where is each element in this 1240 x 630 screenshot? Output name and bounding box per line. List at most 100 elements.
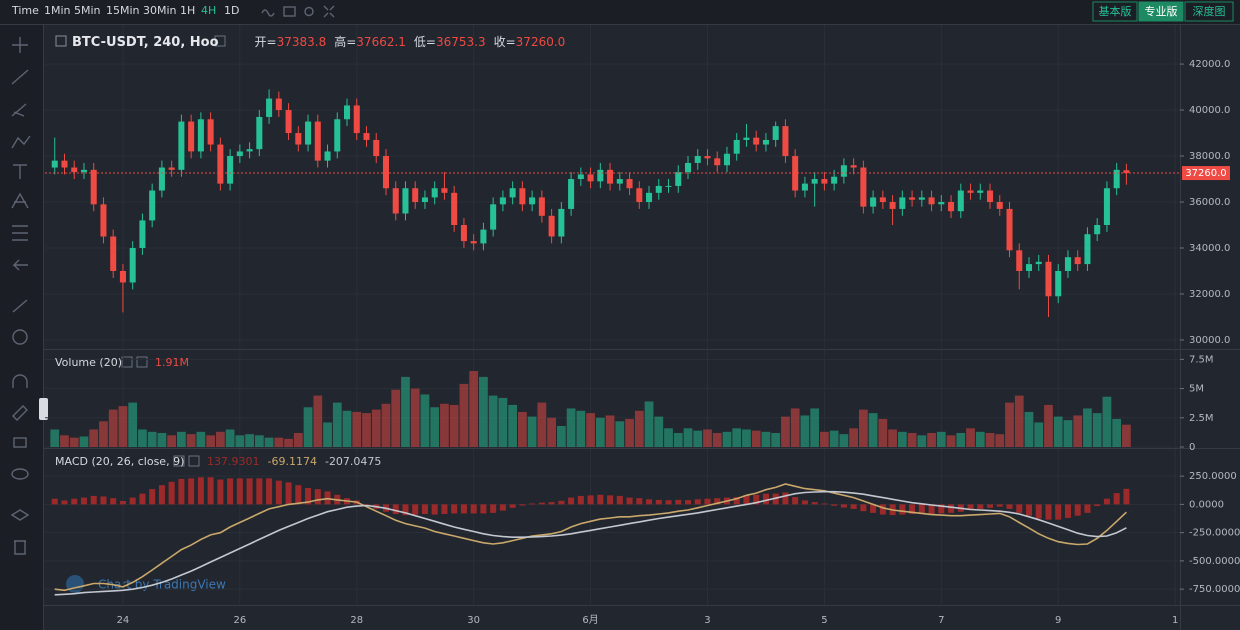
- volume-bar: [751, 430, 761, 447]
- candle-body: [80, 169, 87, 173]
- candle-body: [256, 116, 263, 150]
- volume-bar: [498, 397, 508, 447]
- close-button[interactable]: [188, 455, 200, 467]
- histogram-bar: [538, 502, 545, 505]
- magnet-tool[interactable]: [12, 374, 28, 388]
- interval-button[interactable]: Time: [11, 4, 39, 17]
- volume-bar: [517, 411, 527, 447]
- settings-button[interactable]: [121, 356, 133, 368]
- panel-title: Volume (20): [55, 356, 122, 369]
- histogram-bar: [480, 504, 487, 514]
- volume-bar: [654, 416, 664, 447]
- candle-body: [996, 202, 1003, 209]
- settings-button[interactable]: [214, 35, 226, 47]
- volume-bar: [829, 430, 839, 447]
- candle-body: [548, 215, 555, 237]
- volume-bar: [664, 428, 673, 447]
- view-button[interactable]: [1138, 1, 1184, 22]
- chart-title: BTC-USDT, 240, Hoo: [72, 35, 219, 50]
- candle-body: [918, 197, 925, 200]
- panel-toggle[interactable]: [39, 398, 48, 420]
- brush-tool[interactable]: [11, 135, 31, 149]
- histogram-bar: [792, 497, 799, 505]
- histogram-bar: [441, 504, 448, 514]
- ruler-tool[interactable]: [12, 299, 28, 313]
- view-button[interactable]: [1092, 1, 1138, 22]
- candle-body: [285, 110, 292, 134]
- y-tick-label: -750.0000: [1189, 584, 1240, 595]
- candle-body: [636, 188, 643, 203]
- candle-body: [655, 185, 662, 193]
- candle-body: [928, 197, 935, 205]
- view-button[interactable]: [1184, 1, 1234, 22]
- x-tick-label: 9: [1055, 615, 1061, 626]
- view-label[interactable]: 专业版: [1145, 4, 1178, 18]
- histogram-bar: [811, 502, 818, 505]
- interval-button[interactable]: 1D: [224, 4, 239, 17]
- volume-bar: [245, 434, 254, 447]
- close-button[interactable]: [136, 356, 148, 368]
- interval-button[interactable]: 15Min: [106, 4, 140, 17]
- volume-bar: [89, 429, 99, 447]
- y-tick-label: 7.5M: [1189, 354, 1214, 365]
- volume-bar: [820, 431, 829, 447]
- volume-bar: [839, 434, 849, 447]
- histogram-bar: [314, 489, 321, 505]
- view-label[interactable]: 基本版: [1099, 4, 1132, 18]
- candle-body: [850, 165, 857, 168]
- volume-bar: [936, 431, 946, 447]
- interval-button[interactable]: 1H: [180, 4, 195, 17]
- volume-bar: [1063, 420, 1073, 447]
- toolbar-icons[interactable]: [261, 5, 335, 18]
- volume-bar: [177, 431, 186, 447]
- interval-button[interactable]: 1Min: [44, 4, 71, 17]
- candle-body: [392, 188, 399, 214]
- fullscreen-icon[interactable]: [323, 5, 335, 18]
- lock-tool[interactable]: [13, 437, 27, 448]
- volume-bar: [206, 435, 216, 447]
- view-label[interactable]: 深度图: [1193, 4, 1226, 18]
- candle-body: [909, 197, 916, 200]
- pattern-tool[interactable]: [11, 192, 29, 209]
- line-style-icon[interactable]: [261, 9, 275, 17]
- volume-bar: [342, 410, 352, 447]
- prediction-tool[interactable]: [12, 225, 28, 241]
- candle-body: [801, 183, 808, 191]
- layers-tool[interactable]: [10, 509, 30, 521]
- candle-body: [957, 190, 964, 212]
- zoom-tool[interactable]: [12, 329, 28, 345]
- text-tool[interactable]: [13, 164, 27, 179]
- volume-bar: [956, 432, 966, 447]
- volume-bar: [907, 432, 917, 447]
- visibility-tool[interactable]: [11, 468, 29, 480]
- histogram-bar: [733, 497, 740, 505]
- candle-body: [412, 188, 419, 203]
- candle-body: [987, 190, 994, 203]
- delete-tool[interactable]: [14, 540, 26, 555]
- volume-bar: [274, 437, 284, 447]
- volume-bar: [108, 409, 118, 447]
- back-tool[interactable]: [12, 259, 28, 271]
- interval-button[interactable]: 30Min: [143, 4, 177, 17]
- interval-button[interactable]: 4H: [201, 4, 216, 17]
- lock-draw-tool[interactable]: [12, 405, 28, 421]
- candle-body: [723, 153, 730, 166]
- volume-bar: [99, 421, 108, 447]
- trendline-tool[interactable]: [11, 69, 29, 85]
- candle-body: [490, 204, 497, 230]
- collapse-button[interactable]: [55, 35, 67, 47]
- candle-body: [538, 197, 545, 216]
- histogram-bar: [412, 504, 419, 515]
- volume-bar: [440, 403, 449, 447]
- settings-icon[interactable]: [304, 6, 314, 17]
- crosshair-tool[interactable]: [12, 37, 28, 53]
- candle-body: [460, 225, 467, 242]
- candle-body: [324, 151, 331, 161]
- drawing-tools[interactable]: [10, 37, 48, 555]
- settings-button[interactable]: [173, 455, 185, 467]
- x-tick-label: 24: [117, 615, 130, 626]
- interval-button[interactable]: 5Min: [74, 4, 101, 17]
- volume-bar: [868, 413, 878, 447]
- camera-icon[interactable]: [283, 6, 296, 17]
- fib-tool[interactable]: [11, 103, 27, 117]
